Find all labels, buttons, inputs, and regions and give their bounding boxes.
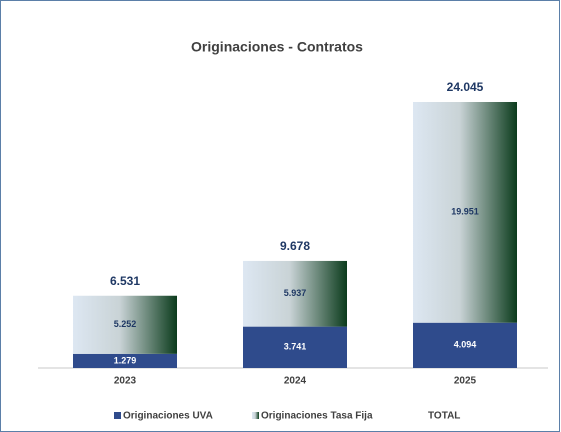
legend-swatch: [114, 412, 121, 419]
chart-title: Originaciones - Contratos: [191, 39, 363, 55]
data-label: 5.252: [114, 319, 137, 329]
data-label: 5.937: [284, 288, 307, 298]
bar-segment: [73, 295, 177, 354]
x-tick-label: 2025: [454, 376, 477, 387]
bar-segment: [413, 322, 517, 368]
x-tick-label: 2024: [284, 376, 307, 387]
data-label: 4.094: [454, 340, 477, 350]
legend-swatch: [252, 412, 259, 419]
data-label: 19.951: [451, 207, 479, 217]
data-label: 1.279: [114, 355, 137, 365]
x-tick-label: 2023: [114, 376, 137, 387]
legend-label: Originaciones UVA: [123, 411, 213, 422]
legend-label: TOTAL: [428, 411, 460, 422]
data-label: 3.741: [284, 342, 307, 352]
bar-segment: [73, 353, 177, 368]
total-label: 6.531: [110, 274, 140, 288]
bar-segment: [243, 326, 347, 368]
bar-segment: [413, 102, 517, 323]
total-label: 9.678: [280, 239, 310, 253]
bar-segment: [243, 260, 347, 327]
legend-label: Originaciones Tasa Fija: [261, 411, 373, 422]
total-label: 24.045: [447, 80, 484, 94]
